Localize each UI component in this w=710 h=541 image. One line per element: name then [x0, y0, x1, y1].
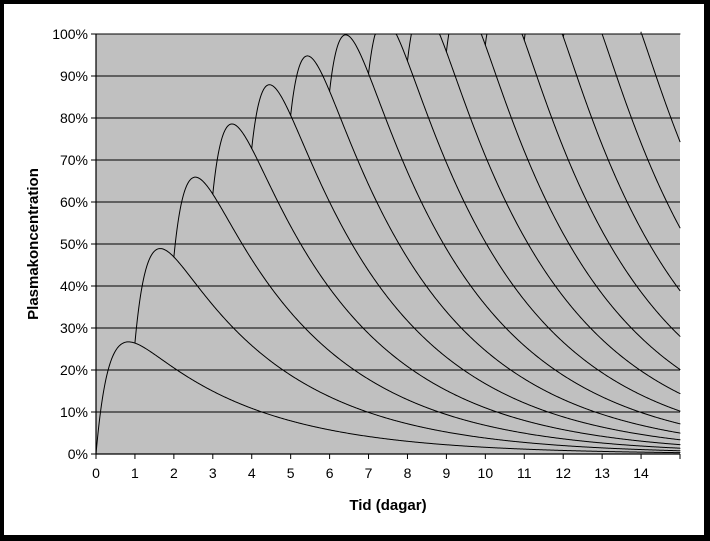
- dose-band-7: [329, 34, 681, 425]
- y-tick-labels: 0% 10% 20% 30% 40% 50% 60% 70% 80% 90% 100%: [52, 26, 88, 462]
- y-tick-label: 100%: [52, 26, 88, 42]
- y-tick-label: 10%: [60, 404, 88, 420]
- x-tick-label: 0: [92, 465, 100, 481]
- x-tick-label: 3: [209, 465, 217, 481]
- x-tick-label: 8: [404, 465, 412, 481]
- y-tick-label: 80%: [60, 110, 88, 126]
- y-tick-label: 30%: [60, 320, 88, 336]
- x-tick-label: 6: [326, 465, 334, 481]
- dose-band-1: [95, 341, 681, 455]
- x-tick-label: 13: [594, 465, 610, 481]
- x-tick-label: 5: [287, 465, 295, 481]
- dose-band-11: [484, 33, 681, 337]
- dose-band-2: [134, 248, 681, 452]
- dose-band-8: [368, 33, 681, 412]
- x-tick-label: 10: [478, 465, 494, 481]
- x-tick-label: 14: [633, 465, 649, 481]
- y-tick-label: 0%: [68, 446, 88, 462]
- dose-band-4: [212, 123, 681, 446]
- x-tick-label: 9: [443, 465, 451, 481]
- gridlines: [96, 33, 680, 413]
- dose-band-5: [251, 84, 681, 441]
- axes: [91, 33, 681, 459]
- x-tick-label: 7: [365, 465, 373, 481]
- x-tick-label: 11: [517, 465, 532, 481]
- x-tick-label: 12: [555, 465, 571, 481]
- x-tick-labels: 0 1 2 3 4 5 6 7 8 9 10 11 12 13 14: [92, 465, 649, 481]
- dose-band-10: [445, 33, 681, 370]
- x-axis-title: Tid (dagar): [349, 497, 426, 514]
- y-tick-label: 90%: [60, 68, 88, 84]
- x-tick-label: 2: [170, 465, 178, 481]
- y-tick-label: 20%: [60, 362, 88, 378]
- x-tick-label: 4: [248, 465, 256, 481]
- y-tick-label: 70%: [60, 152, 88, 168]
- x-tick-label: 1: [131, 465, 139, 481]
- y-tick-label: 60%: [60, 194, 88, 210]
- dose-band-3: [173, 176, 681, 449]
- dose-band-9: [406, 33, 681, 395]
- dose-band-12: [523, 33, 681, 292]
- y-axis-title: Plasmakoncentration: [25, 168, 42, 320]
- y-tick-label: 50%: [60, 236, 88, 252]
- y-tick-label: 40%: [60, 278, 88, 294]
- dose-band-6: [290, 55, 681, 434]
